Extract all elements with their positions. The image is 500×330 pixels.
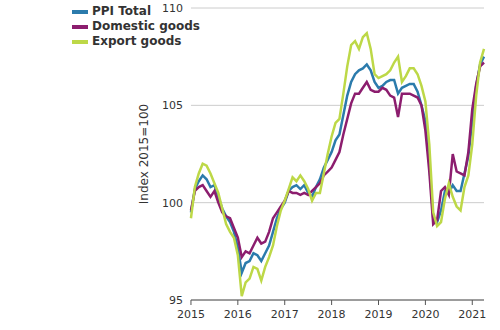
svg-text:110: 110 [162, 2, 183, 15]
svg-text:2020: 2020 [411, 308, 439, 321]
svg-text:2021: 2021 [458, 308, 486, 321]
svg-text:2016: 2016 [224, 308, 252, 321]
svg-text:95: 95 [169, 294, 183, 307]
svg-text:2017: 2017 [271, 308, 299, 321]
html-text:Export goods: Export goods [92, 34, 182, 48]
html-text:Domestic goods: Domestic goods [92, 19, 200, 33]
html-text:PPI Total: PPI Total [92, 4, 151, 18]
svg-text:Index 2015=100: Index 2015=100 [137, 104, 151, 204]
svg-text:2015: 2015 [177, 308, 205, 321]
svg-text:105: 105 [162, 99, 183, 112]
svg-text:2019: 2019 [365, 308, 393, 321]
svg-text:100: 100 [162, 197, 183, 210]
svg-text:2018: 2018 [318, 308, 346, 321]
